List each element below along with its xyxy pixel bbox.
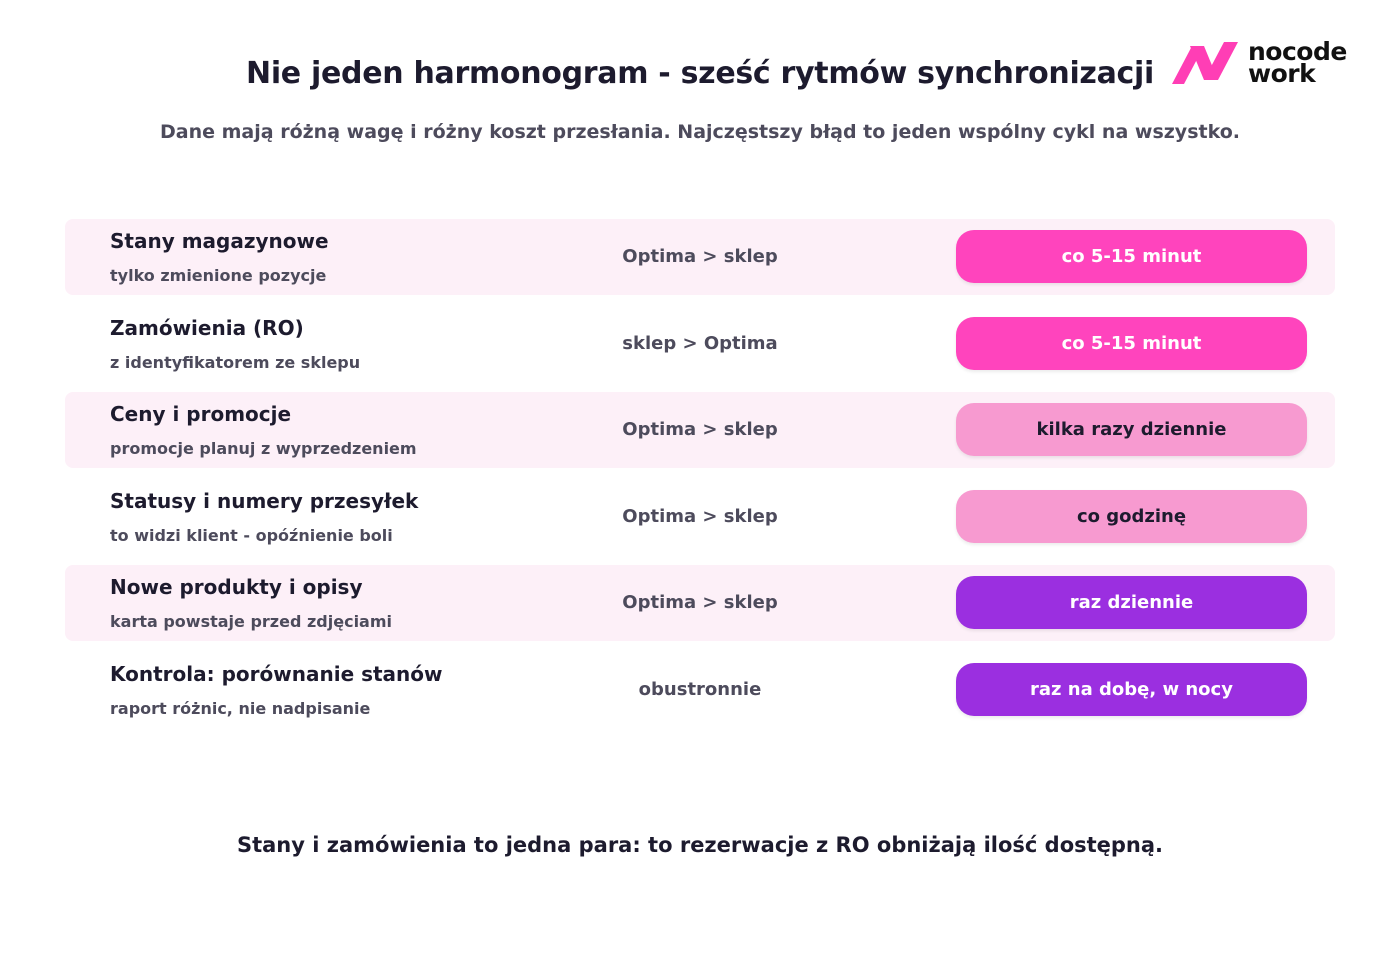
row-title: Kontrola: porównanie stanów (110, 661, 443, 686)
sync-row: Nowe produkty i opisy karta powstaje prz… (65, 565, 1335, 641)
row-direction: Optima > sklep (622, 419, 778, 440)
brand-wordmark: nocode work (1248, 37, 1347, 88)
frequency-pill: kilka razy dziennie (956, 403, 1307, 456)
row-note: karta powstaje przed zdjęciami (110, 612, 392, 631)
frequency-pill: co 5-15 minut (956, 316, 1307, 370)
sync-schedule-list: Stany magazynowe tylko zmienione pozycje… (65, 219, 1335, 738)
frequency-pill: raz na dobę, w nocy (956, 662, 1307, 716)
row-direction: Optima > sklep (622, 246, 778, 267)
row-title: Stany magazynowe (110, 229, 329, 253)
sync-row: Statusy i numery przesyłek to widzi klie… (65, 479, 1335, 555)
row-note: promocje planuj z wyprzedzeniem (110, 439, 417, 458)
n-logo-icon (1172, 42, 1238, 84)
sync-row: Kontrola: porównanie stanów raport różni… (65, 652, 1335, 728)
brand-line-2: work (1248, 59, 1316, 88)
row-note: tylko zmienione pozycje (110, 266, 327, 285)
sync-row: Zamówienia (RO) z identyfikatorem ze skl… (65, 306, 1335, 382)
row-title: Ceny i promocje (110, 402, 292, 426)
page-subtitle: Dane mają różną wagę i różny koszt przes… (160, 121, 1240, 143)
sync-row: Stany magazynowe tylko zmienione pozycje… (65, 219, 1335, 295)
row-note: to widzi klient - opóźnienie boli (110, 525, 393, 545)
page-title: Nie jeden harmonogram - sześć rytmów syn… (246, 56, 1154, 91)
sync-row: Ceny i promocje promocje planuj z wyprze… (65, 392, 1335, 468)
row-title: Statusy i numery przesyłek (110, 488, 419, 513)
brand-line-1: nocode (1248, 37, 1347, 66)
frequency-pill: raz dziennie (956, 576, 1307, 629)
row-direction: Optima > sklep (622, 505, 778, 527)
frequency-pill: co 5-15 minut (956, 230, 1307, 283)
row-title: Nowe produkty i opisy (110, 575, 363, 599)
row-note: z identyfikatorem ze sklepu (110, 352, 361, 372)
footer-note: Stany i zamówienia to jedna para: to rez… (236, 833, 1164, 857)
row-title: Zamówienia (RO) (110, 315, 304, 340)
row-direction: sklep > Optima (622, 332, 778, 354)
row-direction: Optima > sklep (622, 592, 778, 613)
brand-logo: nocode work (1170, 37, 1347, 88)
row-note: raport różnic, nie nadpisanie (110, 698, 371, 718)
frequency-pill: co godzinę (956, 489, 1307, 543)
row-direction: obustronnie (638, 678, 762, 700)
